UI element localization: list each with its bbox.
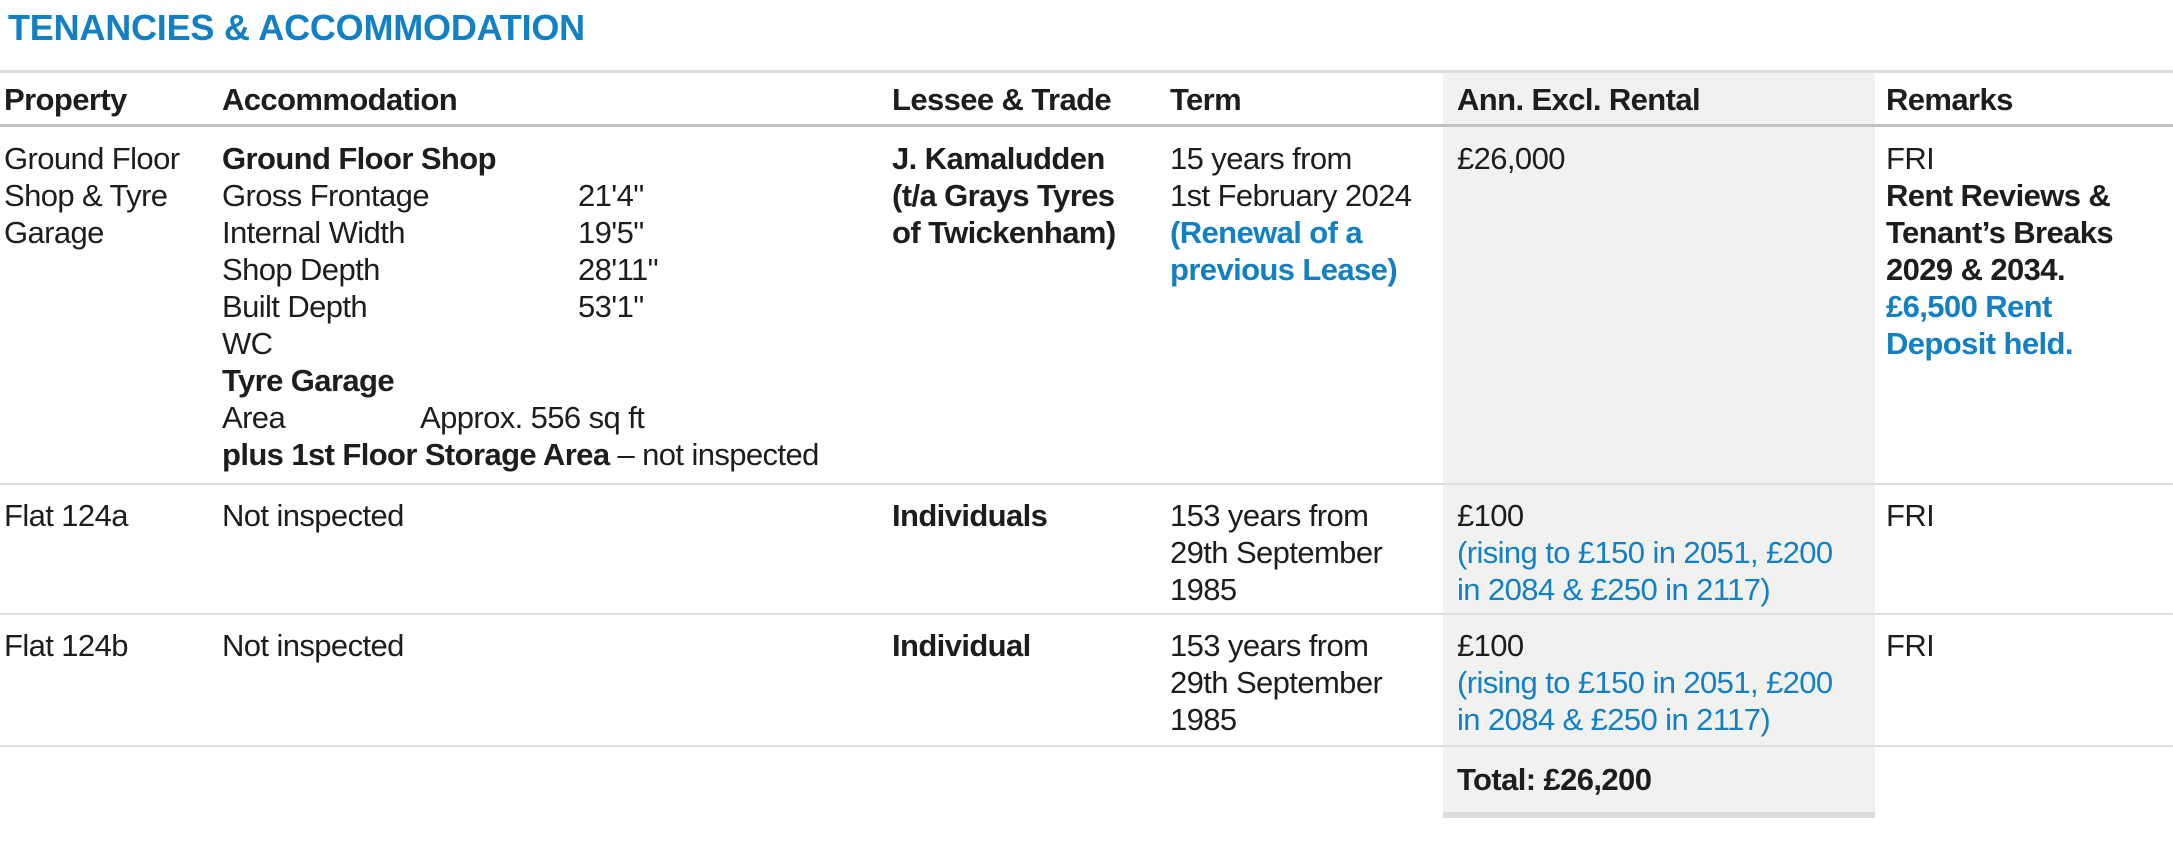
rental-rising-note: (rising to £150 in 2051, £200 in 2084 & … [1457, 535, 1833, 607]
accommodation-section-title: Ground Floor Shop [222, 141, 497, 176]
term-cell: 15 years from 1st February 2024 (Renewal… [1168, 127, 1443, 483]
term-renewal-note: (Renewal of a previous Lease) [1170, 215, 1398, 287]
accommodation-cell: Not inspected [222, 628, 404, 663]
col-header-ann-excl-rental: Ann. Excl. Rental [1443, 73, 1875, 124]
storage-note: – not inspected [609, 437, 819, 472]
dimension-line: Gross Frontage 21'4" [222, 177, 890, 214]
rental-cell: £100 (rising to £150 in 2051, £200 in 20… [1443, 485, 1875, 613]
remarks-rent-deposit: £6,500 Rent Deposit held. [1886, 289, 2073, 361]
term-text: 15 years from 1st February 2024 [1170, 141, 1412, 213]
lessee-cell: Individuals [892, 498, 1048, 533]
col-header-remarks: Remarks [1886, 82, 2013, 117]
dimension-line: Shop Depth 28'11" [222, 251, 890, 288]
accommodation-cell: Ground Floor Shop Gross Frontage 21'4" In… [220, 127, 890, 483]
remarks-cell: FRI Rent Reviews & Tenant’s Breaks 2029 … [1875, 127, 2173, 483]
table-total-row: Total: £26,200 [0, 745, 2173, 818]
remarks-cell: FRI [1886, 498, 1935, 533]
page-title: TENANCIES & ACCOMMODATION [8, 7, 585, 48]
dimension-value: 28'11" [578, 252, 659, 287]
property-cell: Flat 124b [4, 628, 128, 663]
term-cell: 153 years from 29th September 1985 [1170, 498, 1383, 607]
rental-cell: £100 (rising to £150 in 2051, £200 in 20… [1443, 615, 1875, 745]
property-cell: Flat 124a [4, 498, 128, 533]
col-header-property: Property [4, 82, 127, 117]
dimension-value: 19'5" [578, 215, 644, 250]
rental-total: Total: £26,200 [1443, 747, 1875, 818]
accommodation-cell: Not inspected [222, 498, 404, 533]
dimension-label: Internal Width [222, 215, 405, 250]
area-line: Area Approx. 556 sq ft [222, 399, 890, 436]
remarks-fri: FRI [1886, 141, 1935, 176]
wc-line: WC [222, 326, 273, 361]
rental-rising-note: (rising to £150 in 2051, £200 in 2084 & … [1457, 665, 1833, 737]
empty-cell [0, 747, 220, 818]
table-row-flat-124a: Flat 124a Not inspected Individuals 153 … [0, 483, 2173, 613]
col-header-term: Term [1170, 82, 1242, 117]
dimension-value: 53'1" [578, 289, 644, 324]
dimension-line: Built Depth 53'1" [222, 288, 890, 325]
table-row-flat-124b: Flat 124b Not inspected Individual 153 y… [0, 613, 2173, 745]
remarks-rent-reviews: Rent Reviews & Tenant’s Breaks 2029 & 20… [1886, 178, 2114, 287]
empty-cell [1875, 747, 2173, 818]
table-header-row: Property Accommodation Lessee & Trade Te… [0, 70, 2173, 127]
dimension-label: Built Depth [222, 289, 368, 324]
lessee-cell: J. Kamaludden (t/a Grays Tyres of Twicke… [892, 141, 1116, 250]
rental-amount: £100 [1457, 628, 1524, 663]
rental-amount: £26,000 [1457, 141, 1565, 176]
storage-line: plus 1st Floor Storage Area – not inspec… [222, 436, 890, 473]
property-cell: Ground Floor Shop & Tyre Garage [4, 141, 180, 250]
dimension-value: 21'4" [578, 178, 644, 213]
area-value: Approx. 556 sq ft [420, 400, 645, 435]
storage-bold-text: plus 1st Floor Storage Area [222, 437, 610, 472]
rental-cell: £26,000 [1443, 127, 1875, 483]
col-header-lessee-trade: Lessee & Trade [892, 82, 1112, 117]
empty-cell [1168, 747, 1443, 818]
empty-cell [890, 747, 1168, 818]
area-label: Area [222, 400, 286, 435]
col-header-accommodation: Accommodation [222, 82, 458, 117]
tenancies-table: Property Accommodation Lessee & Trade Te… [0, 70, 2173, 818]
accommodation-section-title: Tyre Garage [222, 363, 395, 398]
dimension-line: Internal Width 19'5" [222, 214, 890, 251]
term-cell: 153 years from 29th September 1985 [1170, 628, 1383, 737]
dimension-label: Shop Depth [222, 252, 380, 287]
empty-cell [220, 747, 890, 818]
table-row-ground-floor-shop: Ground Floor Shop & Tyre Garage Ground F… [0, 127, 2173, 483]
remarks-cell: FRI [1886, 628, 1935, 663]
rental-amount: £100 [1457, 498, 1524, 533]
dimension-label: Gross Frontage [222, 178, 430, 213]
lessee-cell: Individual [892, 628, 1031, 663]
